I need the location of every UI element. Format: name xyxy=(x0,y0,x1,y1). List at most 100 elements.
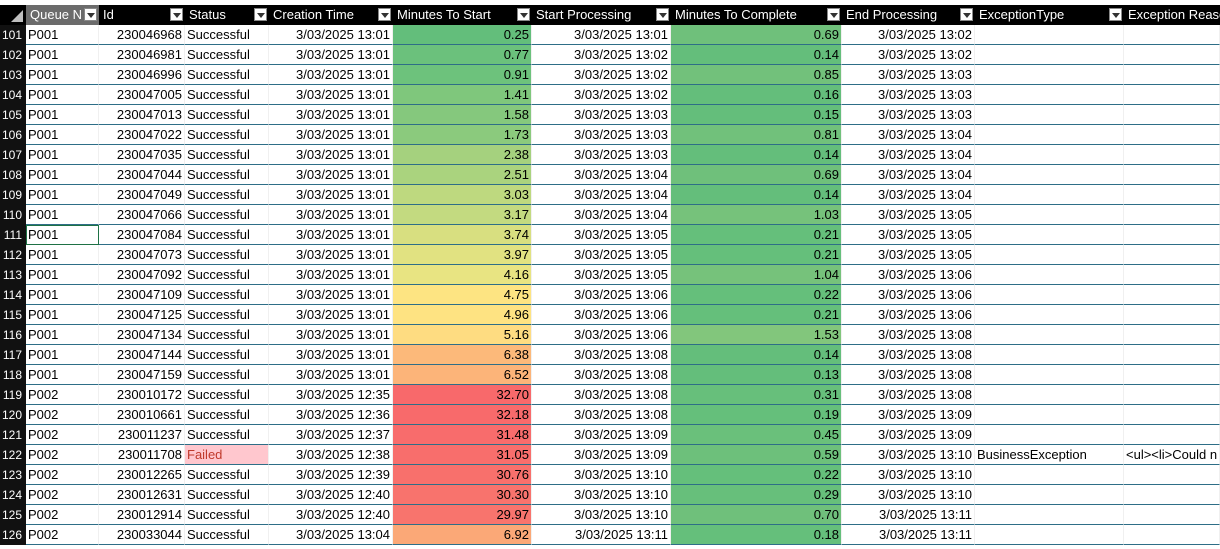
cell-start-processing[interactable]: 3/03/2025 13:09 xyxy=(532,425,671,445)
cell-queue-name[interactable]: P001 xyxy=(26,45,99,65)
cell-minutes-to-complete[interactable]: 0.45 xyxy=(671,425,842,445)
row-number[interactable]: 103 xyxy=(0,65,26,85)
row-number[interactable]: 110 xyxy=(0,205,26,225)
cell-minutes-to-start[interactable]: 2.51 xyxy=(393,165,532,185)
cell-minutes-to-start[interactable]: 0.77 xyxy=(393,45,532,65)
cell-end-processing[interactable]: 3/03/2025 13:05 xyxy=(842,225,975,245)
cell-exception-reason[interactable] xyxy=(1124,245,1220,265)
row-number[interactable]: 126 xyxy=(0,525,26,545)
cell-exception-reason[interactable]: <ul><li>Could n xyxy=(1124,445,1220,465)
cell-minutes-to-start[interactable]: 32.18 xyxy=(393,405,532,425)
cell-start-processing[interactable]: 3/03/2025 13:03 xyxy=(532,145,671,165)
cell-id[interactable]: 230033044 xyxy=(99,525,185,545)
cell-exception-reason[interactable] xyxy=(1124,385,1220,405)
cell-exception-type[interactable] xyxy=(975,205,1124,225)
cell-start-processing[interactable]: 3/03/2025 13:05 xyxy=(532,265,671,285)
cell-start-processing[interactable]: 3/03/2025 13:04 xyxy=(532,185,671,205)
cell-end-processing[interactable]: 3/03/2025 13:06 xyxy=(842,265,975,285)
header-id[interactable]: Id xyxy=(99,5,185,25)
cell-creation-time[interactable]: 3/03/2025 13:04 xyxy=(269,525,393,545)
cell-minutes-to-complete[interactable]: 1.04 xyxy=(671,265,842,285)
cell-end-processing[interactable]: 3/03/2025 13:02 xyxy=(842,25,975,45)
header-exception-reason[interactable]: Exception Reaso xyxy=(1124,5,1220,25)
cell-queue-name[interactable]: P001 xyxy=(26,205,99,225)
cell-creation-time[interactable]: 3/03/2025 13:01 xyxy=(269,85,393,105)
cell-start-processing[interactable]: 3/03/2025 13:10 xyxy=(532,505,671,525)
cell-queue-name[interactable]: P001 xyxy=(26,145,99,165)
cell-id[interactable]: 230046968 xyxy=(99,25,185,45)
cell-exception-type[interactable] xyxy=(975,165,1124,185)
row-number[interactable]: 109 xyxy=(0,185,26,205)
cell-end-processing[interactable]: 3/03/2025 13:04 xyxy=(842,145,975,165)
cell-exception-type[interactable] xyxy=(975,345,1124,365)
cell-exception-type[interactable] xyxy=(975,525,1124,545)
cell-end-processing[interactable]: 3/03/2025 13:09 xyxy=(842,405,975,425)
cell-exception-type[interactable] xyxy=(975,505,1124,525)
cell-minutes-to-complete[interactable]: 0.15 xyxy=(671,105,842,125)
cell-minutes-to-complete[interactable]: 0.14 xyxy=(671,145,842,165)
row-number[interactable]: 121 xyxy=(0,425,26,445)
cell-exception-type[interactable] xyxy=(975,45,1124,65)
cell-end-processing[interactable]: 3/03/2025 13:10 xyxy=(842,445,975,465)
cell-exception-reason[interactable] xyxy=(1124,305,1220,325)
row-number[interactable]: 104 xyxy=(0,85,26,105)
row-number[interactable]: 111 xyxy=(0,225,26,245)
cell-creation-time[interactable]: 3/03/2025 13:01 xyxy=(269,65,393,85)
cell-start-processing[interactable]: 3/03/2025 13:10 xyxy=(532,485,671,505)
row-number[interactable]: 122 xyxy=(0,445,26,465)
cell-status[interactable]: Successful xyxy=(185,225,269,245)
cell-creation-time[interactable]: 3/03/2025 12:38 xyxy=(269,445,393,465)
cell-status[interactable]: Successful xyxy=(185,105,269,125)
cell-exception-type[interactable] xyxy=(975,85,1124,105)
filter-dropdown-icon[interactable] xyxy=(656,8,669,21)
row-number[interactable]: 108 xyxy=(0,165,26,185)
cell-minutes-to-start[interactable]: 6.38 xyxy=(393,345,532,365)
cell-id[interactable]: 230047073 xyxy=(99,245,185,265)
cell-exception-reason[interactable] xyxy=(1124,25,1220,45)
cell-minutes-to-complete[interactable]: 1.53 xyxy=(671,325,842,345)
cell-minutes-to-complete[interactable]: 0.22 xyxy=(671,285,842,305)
cell-start-processing[interactable]: 3/03/2025 13:08 xyxy=(532,365,671,385)
cell-id[interactable]: 230047159 xyxy=(99,365,185,385)
cell-minutes-to-start[interactable]: 5.16 xyxy=(393,325,532,345)
cell-status[interactable]: Successful xyxy=(185,405,269,425)
cell-start-processing[interactable]: 3/03/2025 13:08 xyxy=(532,385,671,405)
filter-dropdown-icon[interactable] xyxy=(517,8,530,21)
cell-exception-type[interactable] xyxy=(975,265,1124,285)
cell-exception-type[interactable] xyxy=(975,365,1124,385)
cell-minutes-to-complete[interactable]: 0.69 xyxy=(671,165,842,185)
cell-start-processing[interactable]: 3/03/2025 13:09 xyxy=(532,445,671,465)
cell-start-processing[interactable]: 3/03/2025 13:04 xyxy=(532,165,671,185)
cell-end-processing[interactable]: 3/03/2025 13:10 xyxy=(842,485,975,505)
header-status[interactable]: Status xyxy=(185,5,269,25)
cell-id[interactable]: 230012631 xyxy=(99,485,185,505)
cell-exception-type[interactable] xyxy=(975,65,1124,85)
cell-end-processing[interactable]: 3/03/2025 13:02 xyxy=(842,45,975,65)
cell-minutes-to-complete[interactable]: 0.29 xyxy=(671,485,842,505)
cell-exception-type[interactable] xyxy=(975,185,1124,205)
row-number[interactable]: 118 xyxy=(0,365,26,385)
cell-status[interactable]: Successful xyxy=(185,485,269,505)
cell-creation-time[interactable]: 3/03/2025 13:01 xyxy=(269,125,393,145)
cell-exception-reason[interactable] xyxy=(1124,285,1220,305)
cell-end-processing[interactable]: 3/03/2025 13:06 xyxy=(842,305,975,325)
filter-dropdown-icon[interactable] xyxy=(170,8,183,21)
header-start-processing[interactable]: Start Processing xyxy=(532,5,671,25)
cell-status[interactable]: Successful xyxy=(185,85,269,105)
cell-minutes-to-start[interactable]: 32.70 xyxy=(393,385,532,405)
cell-status[interactable]: Successful xyxy=(185,125,269,145)
row-number[interactable]: 106 xyxy=(0,125,26,145)
cell-status[interactable]: Successful xyxy=(185,165,269,185)
cell-exception-reason[interactable] xyxy=(1124,105,1220,125)
cell-id[interactable]: 230047013 xyxy=(99,105,185,125)
row-number[interactable]: 123 xyxy=(0,465,26,485)
cell-status[interactable]: Successful xyxy=(185,285,269,305)
cell-creation-time[interactable]: 3/03/2025 13:01 xyxy=(269,185,393,205)
cell-status[interactable]: Successful xyxy=(185,205,269,225)
cell-queue-name[interactable]: P001 xyxy=(26,85,99,105)
cell-id[interactable]: 230046981 xyxy=(99,45,185,65)
cell-creation-time[interactable]: 3/03/2025 13:01 xyxy=(269,205,393,225)
filter-dropdown-icon[interactable] xyxy=(960,8,973,21)
cell-minutes-to-complete[interactable]: 0.85 xyxy=(671,65,842,85)
cell-minutes-to-start[interactable]: 3.97 xyxy=(393,245,532,265)
